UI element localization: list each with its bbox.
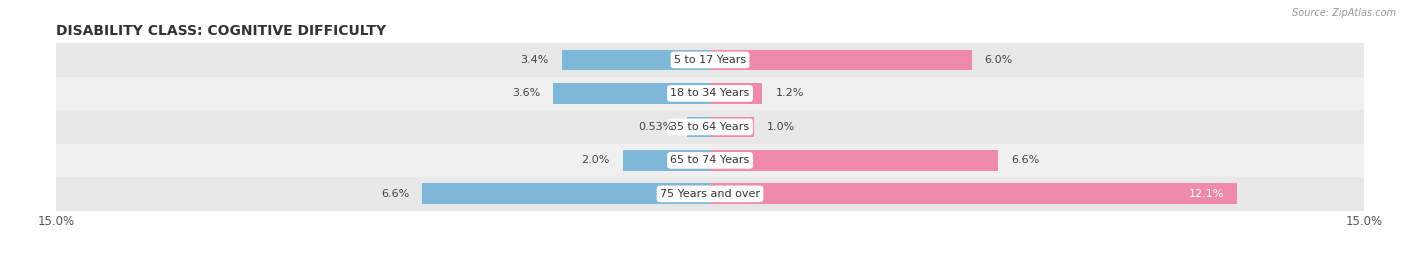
Legend: Male, Female: Male, Female (644, 268, 776, 270)
Text: 18 to 34 Years: 18 to 34 Years (671, 88, 749, 99)
Bar (56, 43, 1364, 77)
Text: 0.53%: 0.53% (638, 122, 673, 132)
Text: 75 Years and over: 75 Years and over (659, 189, 761, 199)
Text: 3.4%: 3.4% (520, 55, 548, 65)
Bar (56, 144, 1364, 177)
Bar (553, 83, 710, 104)
Text: 1.2%: 1.2% (776, 88, 804, 99)
Bar (56, 177, 1364, 211)
Text: 3.6%: 3.6% (512, 88, 540, 99)
Bar (710, 150, 998, 171)
Text: 6.6%: 6.6% (1011, 155, 1039, 166)
Bar (56, 110, 1364, 144)
Bar (710, 50, 972, 70)
Text: 6.6%: 6.6% (381, 189, 409, 199)
Text: 5 to 17 Years: 5 to 17 Years (673, 55, 747, 65)
Text: Source: ZipAtlas.com: Source: ZipAtlas.com (1292, 8, 1396, 18)
Text: 6.0%: 6.0% (984, 55, 1012, 65)
Text: 35 to 64 Years: 35 to 64 Years (671, 122, 749, 132)
Bar (422, 184, 710, 204)
Bar (562, 50, 710, 70)
Text: DISABILITY CLASS: COGNITIVE DIFFICULTY: DISABILITY CLASS: COGNITIVE DIFFICULTY (56, 24, 387, 38)
Bar (56, 77, 1364, 110)
Bar (710, 184, 1237, 204)
Bar (688, 117, 710, 137)
Text: 12.1%: 12.1% (1189, 189, 1225, 199)
Bar (710, 83, 762, 104)
Text: 1.0%: 1.0% (766, 122, 794, 132)
Bar (710, 117, 754, 137)
Bar (623, 150, 710, 171)
Text: 2.0%: 2.0% (582, 155, 610, 166)
Text: 65 to 74 Years: 65 to 74 Years (671, 155, 749, 166)
